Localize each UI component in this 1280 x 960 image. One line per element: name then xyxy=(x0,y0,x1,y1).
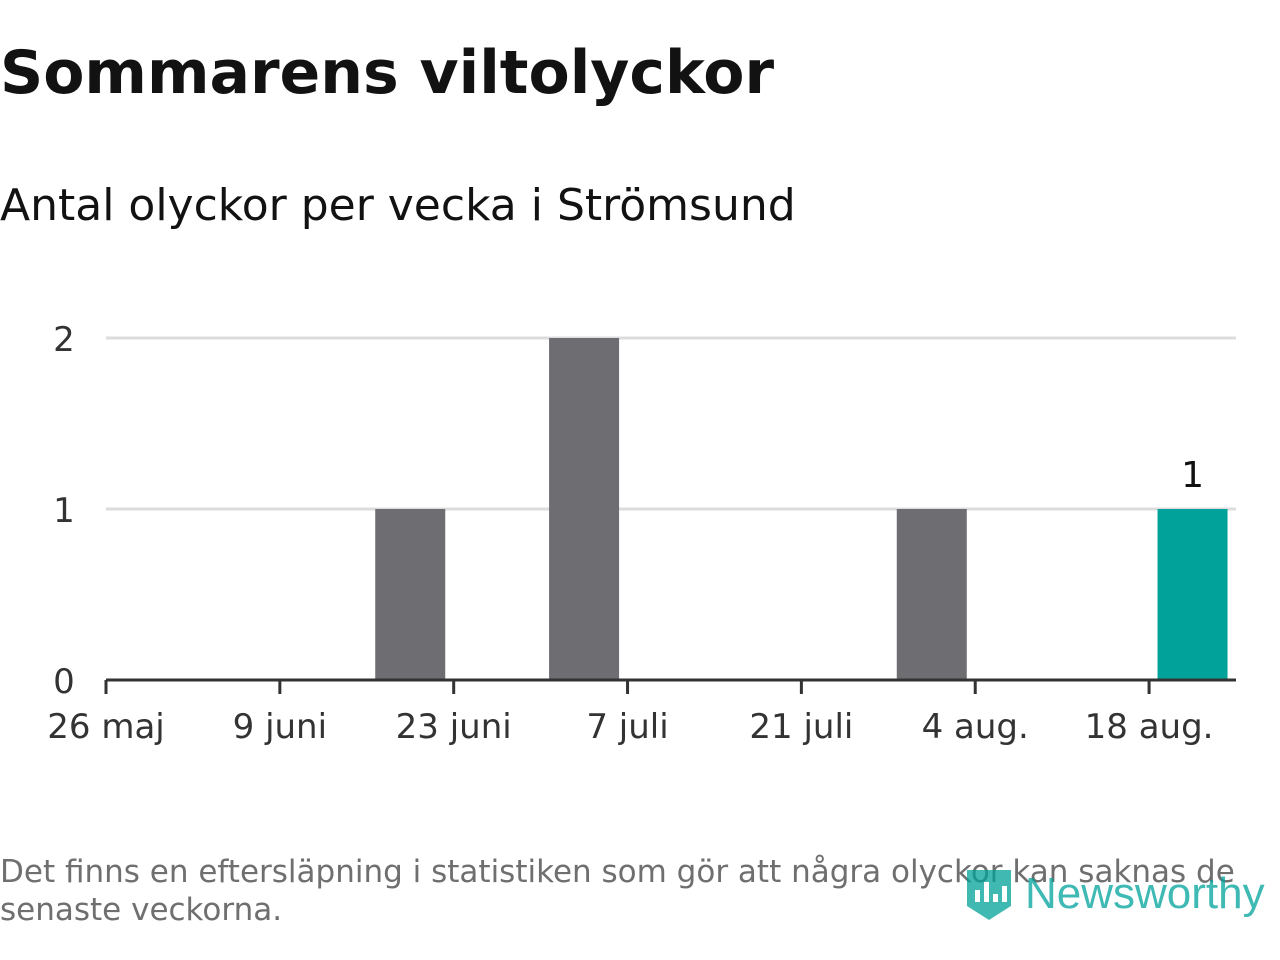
bar xyxy=(896,509,967,680)
newsworthy-logo: Newsworthy xyxy=(963,862,1265,926)
data-label: 1 xyxy=(1181,455,1204,496)
y-tick-label: 0 xyxy=(53,662,75,702)
bar-chart: 0 1 2 1 26 maj 9 juni 23 juni 7 juli 21 juli 4 au… xyxy=(47,320,1236,747)
logo-text: Newsworthy xyxy=(1025,869,1265,918)
y-tick-label: 2 xyxy=(53,320,75,360)
bar xyxy=(549,338,620,680)
bar xyxy=(375,509,446,680)
chart-subtitle: Antal olyckor per vecka i Strömsund xyxy=(0,180,796,231)
x-tick-label: 4 aug. xyxy=(922,707,1029,747)
x-tick-label: 7 juli xyxy=(586,707,668,747)
bar xyxy=(1157,509,1228,680)
x-tick-label: 21 juli xyxy=(749,707,853,747)
x-tick-label: 9 juni xyxy=(233,707,327,747)
chart-title: Sommarens viltolyckor xyxy=(0,38,775,108)
x-tick-label: 18 aug. xyxy=(1085,707,1214,747)
y-tick-label: 1 xyxy=(53,491,75,531)
x-tick-label: 23 juni xyxy=(396,707,512,747)
newsworthy-logo-icon xyxy=(967,870,1011,920)
x-tick-label: 26 maj xyxy=(47,707,164,747)
footnote: Det finns en eftersläpning i statistiken… xyxy=(0,854,1235,928)
